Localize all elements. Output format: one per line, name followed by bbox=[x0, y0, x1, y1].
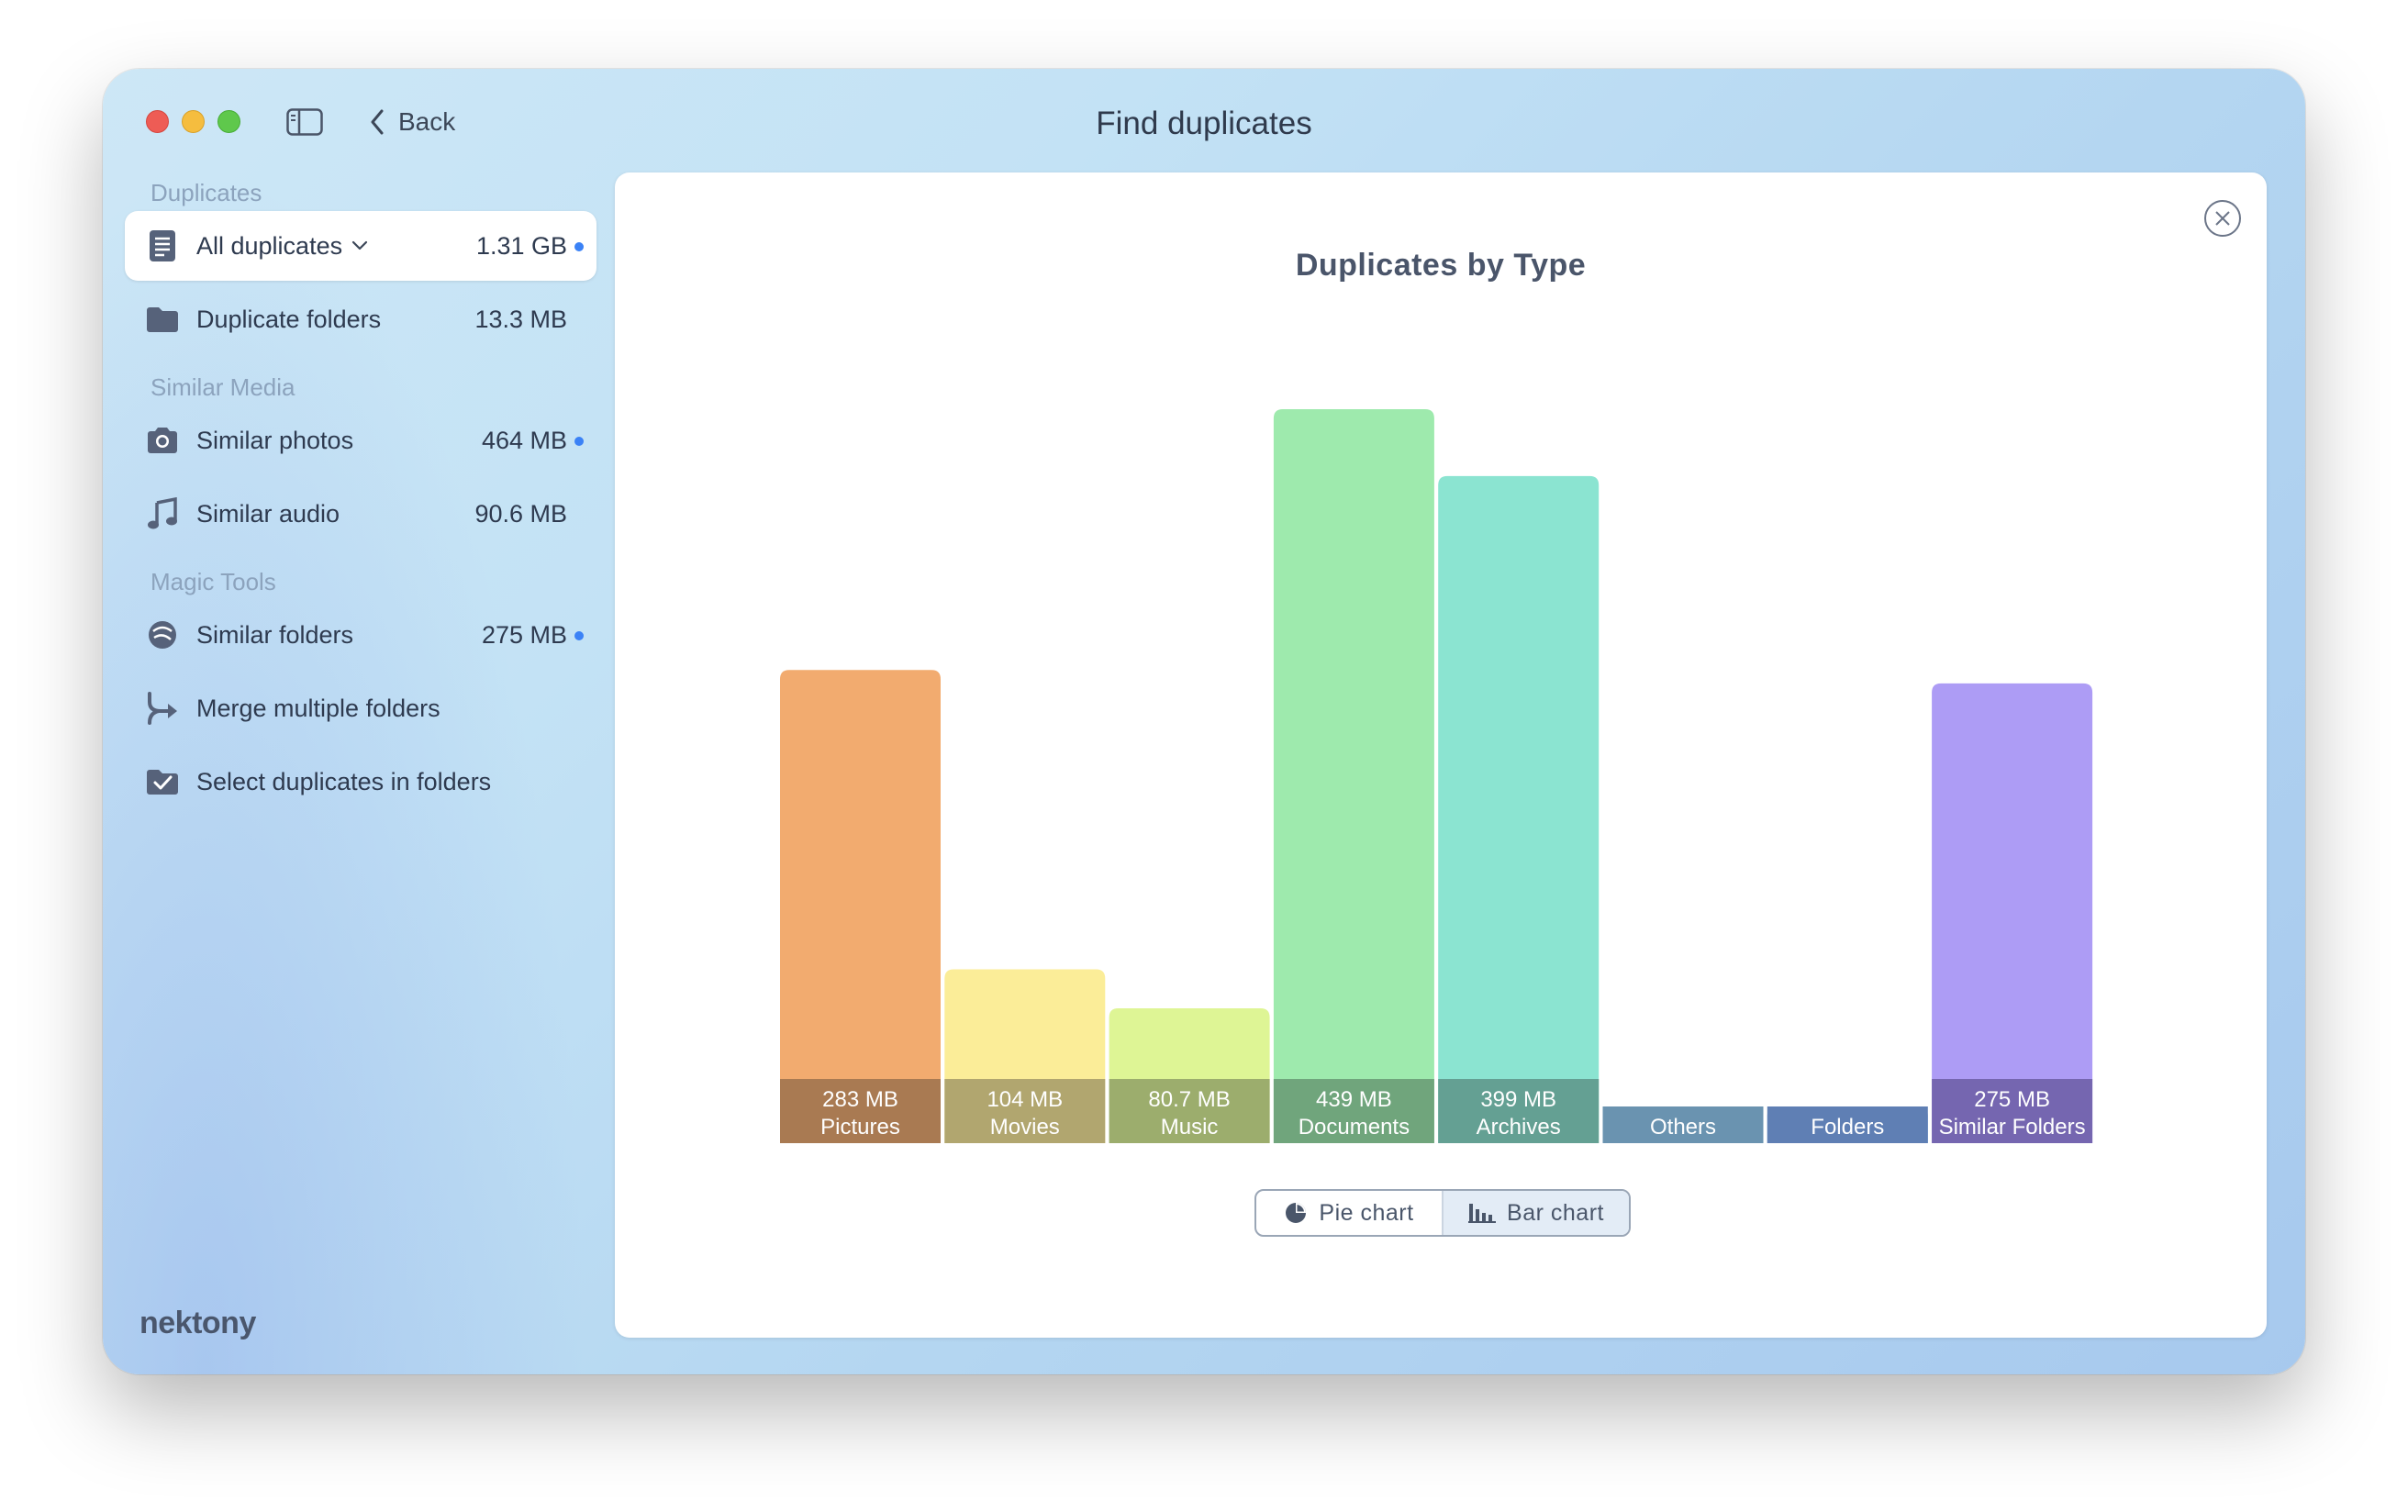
sidebar-item-similar-folders[interactable]: Similar folders 275 MB bbox=[125, 600, 596, 670]
bar-group-folders[interactable]: 13.3 MB Folders bbox=[1767, 1087, 1928, 1143]
document-list-icon bbox=[143, 227, 182, 265]
bar-group-similar-folders[interactable]: 275 MB Similar Folders bbox=[1932, 683, 2093, 1143]
bar-group-movies[interactable]: 104 MB Movies bbox=[944, 969, 1106, 1143]
minimize-window-button[interactable] bbox=[182, 110, 205, 133]
bar-chart-button[interactable]: Bar chart bbox=[1442, 1191, 1629, 1235]
sidebar-item-label: Duplicate folders bbox=[196, 305, 382, 333]
sidebar-toggle-icon[interactable] bbox=[286, 108, 323, 136]
bar-label-band bbox=[944, 1079, 1106, 1143]
bar-value-label: 439 MB bbox=[1316, 1087, 1392, 1112]
bar-category-label: Documents bbox=[1299, 1115, 1410, 1140]
bar-group-others[interactable]: Others bbox=[1602, 1106, 1764, 1143]
sidebar-item-label: Select duplicates in folders bbox=[196, 767, 492, 795]
merge-icon bbox=[143, 689, 182, 728]
bar-category-label: Folders bbox=[1811, 1115, 1884, 1140]
sidebar-item-label: Similar audio bbox=[196, 499, 340, 528]
bar-chart-label: Bar chart bbox=[1507, 1199, 1604, 1226]
sidebar-item-size: 275 MB bbox=[481, 620, 567, 649]
section-label-similar-media: Similar Media bbox=[150, 373, 295, 401]
chart-title: Duplicates by Type bbox=[1295, 248, 1587, 283]
bar-label-band bbox=[1602, 1106, 1764, 1143]
bar-value-label: 13.3 MB bbox=[1807, 1087, 1889, 1112]
chevron-down-icon[interactable] bbox=[351, 240, 368, 251]
bar-group-archives[interactable]: 399 MB Archives bbox=[1438, 475, 1600, 1143]
new-results-dot bbox=[574, 631, 584, 640]
bar-archives bbox=[1438, 475, 1600, 1143]
folder-icon bbox=[143, 300, 182, 339]
chevron-left-icon bbox=[371, 109, 384, 135]
bar-category-label: Pictures bbox=[820, 1115, 900, 1140]
window-controls bbox=[146, 110, 240, 133]
pie-chart-label: Pie chart bbox=[1319, 1199, 1414, 1226]
bar-label-band bbox=[1109, 1079, 1270, 1143]
checkbox-folder-icon bbox=[143, 762, 182, 801]
bar-group-pictures[interactable]: 283 MB Pictures bbox=[780, 670, 941, 1143]
sidebar-item-select-duplicates-in-folders[interactable]: Select duplicates in folders bbox=[125, 747, 596, 817]
bar-chart: 283 MB Pictures 104 MB Movies 80.7 MB Music 43… bbox=[780, 409, 2093, 1143]
sidebar-item-size: 13.3 MB bbox=[474, 305, 567, 333]
sidebar-item-label: Similar folders bbox=[196, 620, 354, 649]
bar-group-documents[interactable]: 439 MB Documents bbox=[1273, 409, 1434, 1143]
sidebar-item-similar-photos[interactable]: Similar photos 464 MB bbox=[125, 406, 596, 475]
new-results-dot bbox=[574, 437, 584, 446]
camera-icon bbox=[143, 421, 182, 460]
zoom-window-button[interactable] bbox=[217, 110, 240, 133]
bar-label-band bbox=[1438, 1079, 1600, 1143]
bar-label-band bbox=[780, 1079, 941, 1143]
pie-chart-button[interactable]: Pie chart bbox=[1256, 1191, 1442, 1235]
sidebar-item-all-duplicates[interactable]: All duplicates 1.31 GB bbox=[125, 211, 596, 281]
bar-similar-folders bbox=[1932, 683, 2093, 1143]
bar-label-band bbox=[1767, 1106, 1928, 1143]
music-note-icon bbox=[143, 495, 182, 533]
bar-value-label: 104 MB bbox=[987, 1087, 1063, 1112]
bar-value-label: 275 MB bbox=[1974, 1087, 2050, 1112]
sidebar: Duplicates All duplicates 1.31 GB bbox=[125, 174, 596, 820]
sidebar-item-similar-audio[interactable]: Similar audio 90.6 MB bbox=[125, 479, 596, 549]
close-icon[interactable] bbox=[2202, 198, 2243, 239]
similar-folders-icon bbox=[143, 616, 182, 654]
section-label-magic-tools: Magic Tools bbox=[150, 568, 276, 595]
bar-pictures bbox=[780, 670, 941, 1143]
sidebar-item-merge-multiple-folders[interactable]: Merge multiple folders bbox=[125, 673, 596, 743]
bar-chart-icon bbox=[1468, 1204, 1497, 1223]
sidebar-item-label: Merge multiple folders bbox=[196, 694, 440, 722]
new-results-dot bbox=[574, 242, 584, 251]
bar-documents bbox=[1273, 409, 1434, 1143]
sidebar-item-size: 1.31 GB bbox=[475, 231, 567, 260]
sidebar-item-label: Similar photos bbox=[196, 426, 354, 454]
bar-group-music[interactable]: 80.7 MB Music bbox=[1109, 1007, 1270, 1143]
back-label: Back bbox=[398, 107, 456, 136]
bar-category-label: Music bbox=[1161, 1115, 1219, 1140]
sidebar-item-duplicate-folders[interactable]: Duplicate folders 13.3 MB bbox=[125, 284, 596, 354]
bar-value-label: 283 MB bbox=[822, 1087, 898, 1112]
pie-chart-icon bbox=[1286, 1203, 1307, 1223]
bar-label-band bbox=[1273, 1079, 1434, 1143]
bar-category-label: Others bbox=[1650, 1115, 1716, 1140]
bar-label-band bbox=[1932, 1079, 2093, 1143]
back-button[interactable]: Back bbox=[369, 106, 455, 139]
chart-panel: Duplicates by Type 283 MB Pictures 104 MB M… bbox=[615, 172, 2267, 1338]
bar-category-label: Archives bbox=[1477, 1115, 1561, 1140]
brand-logo: nektony bbox=[139, 1306, 256, 1340]
bar-category-label: Similar Folders bbox=[1939, 1115, 2086, 1140]
sidebar-item-size: 90.6 MB bbox=[474, 499, 567, 528]
app-window: Back Find duplicates Duplicates All dupl… bbox=[103, 69, 2305, 1374]
sidebar-item-label: All duplicates bbox=[196, 231, 343, 260]
bar-value-label: 399 MB bbox=[1480, 1087, 1556, 1112]
bar-value-label: 80.7 MB bbox=[1148, 1087, 1230, 1112]
chart-type-toggle: Pie chart Bar chart bbox=[1254, 1189, 1631, 1237]
close-window-button[interactable] bbox=[146, 110, 169, 133]
bar-category-label: Movies bbox=[990, 1115, 1060, 1140]
window-title: Find duplicates bbox=[1096, 106, 1312, 141]
section-label-duplicates: Duplicates bbox=[150, 179, 262, 206]
sidebar-item-size: 464 MB bbox=[481, 426, 567, 454]
